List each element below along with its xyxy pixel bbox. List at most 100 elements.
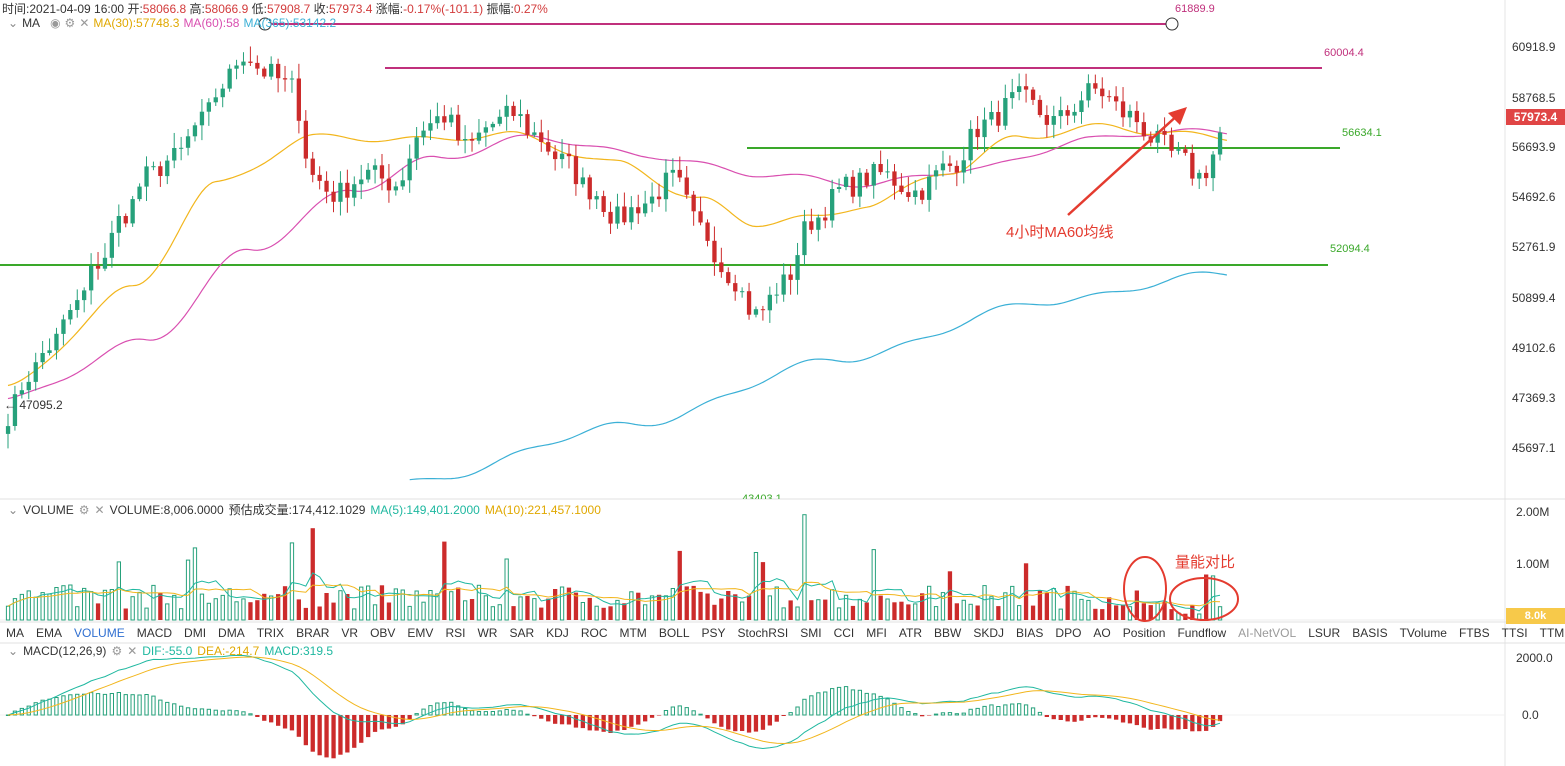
candle-body: [68, 310, 73, 320]
tab-stochrsi[interactable]: StochRSI: [737, 626, 789, 640]
macd-bar: [1162, 715, 1167, 729]
tab-boll[interactable]: BOLL: [658, 626, 690, 640]
tab-ema[interactable]: EMA: [36, 626, 63, 640]
candle-body: [961, 160, 966, 173]
tab-roc[interactable]: ROC: [580, 626, 608, 640]
candlesticks: [5, 46, 1223, 449]
tab-ttmu[interactable]: TTMU: [1539, 626, 1565, 640]
macd-bar: [649, 715, 655, 718]
gear-icon[interactable]: ⚙: [111, 644, 123, 658]
candle-body: [892, 171, 897, 186]
tab-ma[interactable]: MA: [6, 626, 24, 640]
tab-trix[interactable]: TRIX: [256, 626, 285, 640]
candle-body: [12, 394, 18, 426]
candle-body: [553, 151, 558, 160]
volume-bar: [1072, 590, 1077, 621]
close-icon[interactable]: ✕: [94, 502, 105, 517]
macd-bar: [116, 692, 121, 716]
tab-wr[interactable]: WR: [477, 626, 498, 640]
candle-body: [1072, 111, 1077, 116]
tab-emv[interactable]: EMV: [407, 626, 434, 640]
volume-bar: [490, 606, 496, 621]
macd-bar: [255, 715, 260, 717]
volume-bar: [255, 600, 260, 620]
candle-body: [54, 333, 59, 351]
tab-dmi[interactable]: DMI: [184, 626, 207, 640]
macd-bar: [449, 701, 454, 716]
macd-bar: [172, 703, 177, 716]
tab-dpo[interactable]: DPO: [1055, 626, 1082, 640]
tab-bias[interactable]: BIAS: [1016, 626, 1044, 640]
tab-ftbs[interactable]: FTBS: [1458, 626, 1490, 640]
macd-bar: [1217, 715, 1223, 722]
tab-bbw[interactable]: BBW: [934, 626, 962, 640]
candle-body: [823, 217, 828, 221]
tab-psy[interactable]: PSY: [701, 626, 726, 640]
tab-mtm[interactable]: MTM: [619, 626, 647, 640]
tab-basis[interactable]: BASIS: [1352, 626, 1388, 640]
tab-tvolume[interactable]: TVolume: [1399, 626, 1447, 640]
tab-lsur[interactable]: LSUR: [1308, 626, 1341, 640]
macd-bar: [158, 699, 163, 716]
macd-bar: [518, 710, 523, 716]
candle-body: [559, 153, 565, 160]
volume-bar: [1107, 597, 1112, 620]
macd-bar: [476, 711, 482, 716]
volume-bar: [435, 593, 440, 621]
close-icon[interactable]: ✕: [79, 16, 90, 30]
tab-fundflow[interactable]: Fundflow: [1177, 626, 1227, 640]
macd-bar: [906, 711, 911, 716]
collapse-icon[interactable]: ⌄: [8, 644, 19, 658]
volume-bar: [836, 607, 842, 621]
macd-bar: [1148, 715, 1153, 730]
volume-bar: [400, 589, 405, 621]
candle-body: [130, 199, 135, 224]
volume-bar: [1079, 598, 1084, 621]
volume-bar: [1003, 592, 1008, 621]
change-value: -0.17%(-101.1): [403, 2, 484, 16]
candle-body: [532, 132, 537, 135]
tab-brar[interactable]: BRAR: [296, 626, 330, 640]
candle-body: [5, 426, 11, 434]
high-label: 高:: [189, 2, 205, 16]
tab-atr[interactable]: ATR: [898, 626, 923, 640]
ma60-value: MA(60):58: [183, 16, 240, 30]
tab-mfi[interactable]: MFI: [866, 626, 887, 640]
tab-obv[interactable]: OBV: [370, 626, 396, 640]
price-tick: 54692.6: [1512, 190, 1556, 204]
volume-bar: [553, 589, 558, 620]
macd-bar: [241, 711, 246, 716]
volume-bar: [1086, 599, 1091, 621]
tab-volume[interactable]: VOLUME: [74, 626, 125, 640]
candle-body: [414, 137, 419, 159]
macd-bar: [573, 715, 579, 728]
tab-sar[interactable]: SAR: [509, 626, 535, 640]
volume-bar: [816, 599, 821, 621]
candle-body: [89, 266, 94, 291]
ma-legend-name: MA: [22, 16, 41, 30]
tab-dma[interactable]: DMA: [218, 626, 245, 640]
tab-ai-netvol[interactable]: AI-NetVOL: [1238, 626, 1297, 640]
collapse-icon[interactable]: ⌄: [8, 502, 19, 517]
tab-vr[interactable]: VR: [341, 626, 359, 640]
tab-rsi[interactable]: RSI: [445, 626, 466, 640]
volume-bar: [82, 587, 87, 621]
tab-macd[interactable]: MACD: [136, 626, 173, 640]
gear-icon[interactable]: ⚙: [78, 502, 90, 517]
eye-icon[interactable]: ◉: [50, 16, 61, 30]
tab-smi[interactable]: SMI: [800, 626, 822, 640]
volume-bar: [719, 598, 724, 620]
close-icon[interactable]: ✕: [127, 644, 138, 658]
tab-position[interactable]: Position: [1122, 626, 1166, 640]
gear-icon[interactable]: ⚙: [64, 16, 76, 30]
tab-cci[interactable]: CCI: [833, 626, 855, 640]
macd-bar: [19, 707, 25, 716]
tab-ao[interactable]: AO: [1093, 626, 1111, 640]
volume-bar: [456, 587, 461, 620]
tab-ttsi[interactable]: TTSI: [1501, 626, 1528, 640]
macd-bar: [192, 708, 198, 716]
collapse-icon[interactable]: ⌄: [8, 16, 19, 30]
tab-kdj[interactable]: KDJ: [546, 626, 569, 640]
tab-skdj[interactable]: SKDJ: [973, 626, 1005, 640]
volume-bar: [165, 603, 170, 621]
